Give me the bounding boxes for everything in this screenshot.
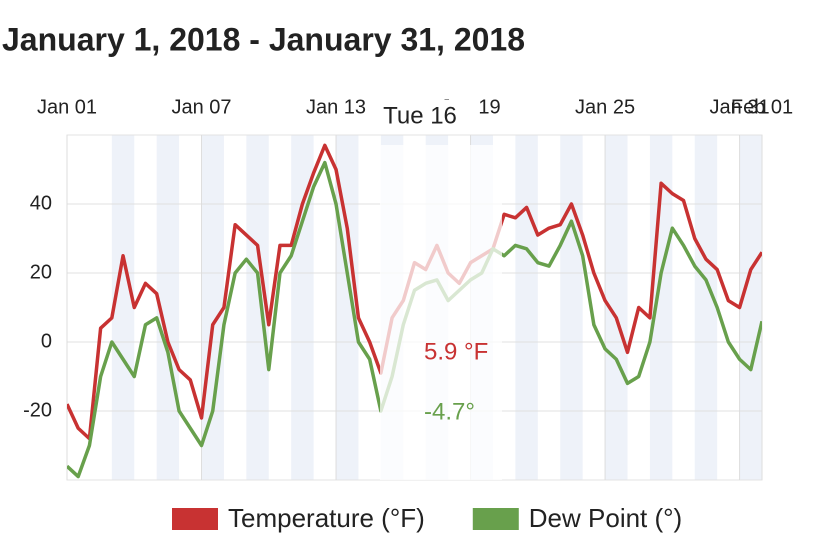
day-stripe [694, 135, 718, 480]
day-stripe [605, 135, 628, 480]
day-stripe [515, 135, 538, 480]
day-stripe [201, 135, 224, 480]
day-stripe [649, 135, 673, 480]
day-stripe [739, 135, 762, 480]
tooltip-line: -4.7° [424, 398, 475, 425]
day-stripe [246, 135, 269, 480]
tooltip-panel [380, 145, 502, 480]
day-stripe [111, 135, 135, 480]
y-tick-label: 20 [30, 261, 52, 283]
x-tick-label: Jan 01 [37, 96, 97, 118]
tooltip-title: Tue 16 [383, 102, 457, 129]
legend-swatch [472, 508, 519, 530]
day-stripe [156, 135, 180, 480]
tooltip-line: 5.9 °F [424, 338, 488, 365]
legend-label: Temperature (°F) [228, 503, 425, 533]
y-tick-label: 40 [30, 192, 52, 214]
chart-title: January 1, 2018 - January 31, 2018 [2, 21, 525, 57]
x-tick-label: Feb 01 [731, 96, 793, 118]
day-stripe [560, 135, 583, 480]
legend-label: Dew Point (°) [529, 503, 682, 533]
x-tick-label: Jan 25 [575, 96, 635, 118]
x-tick-label: Jan 31 [710, 96, 770, 118]
y-tick-label: -20 [23, 399, 52, 421]
tooltip-header [366, 100, 474, 132]
y-tick-label: 0 [41, 330, 52, 352]
day-stripe [336, 135, 359, 480]
x-tick-label: Jan 07 [171, 96, 231, 118]
legend-swatch [172, 508, 218, 530]
x-tick-label: Jan 13 [306, 96, 366, 118]
